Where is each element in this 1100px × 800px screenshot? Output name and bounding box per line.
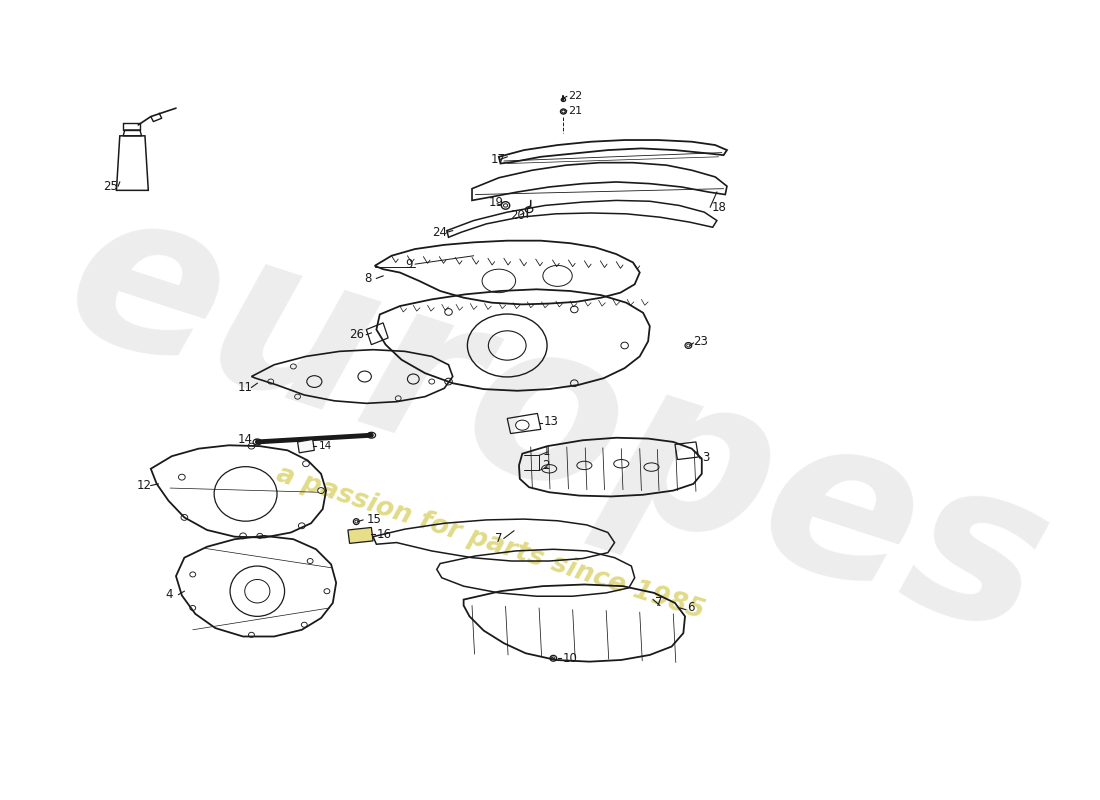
- Text: 22: 22: [569, 91, 583, 102]
- Text: 17: 17: [491, 153, 506, 166]
- Text: 8: 8: [365, 272, 372, 285]
- Polygon shape: [348, 527, 373, 543]
- Text: 1: 1: [542, 446, 550, 458]
- Text: 3: 3: [702, 450, 710, 463]
- Text: 6: 6: [688, 602, 695, 614]
- Text: 16: 16: [376, 528, 392, 541]
- Text: europes: europes: [43, 167, 1072, 683]
- Text: 4: 4: [165, 588, 173, 601]
- Text: 19: 19: [488, 197, 504, 210]
- Text: 7: 7: [495, 532, 503, 545]
- Text: 26: 26: [350, 328, 364, 341]
- Text: 18: 18: [712, 201, 727, 214]
- Text: 25: 25: [103, 180, 118, 193]
- Text: 21: 21: [569, 106, 583, 116]
- Text: a passion for parts since 1985: a passion for parts since 1985: [273, 461, 707, 624]
- Polygon shape: [298, 439, 315, 453]
- Text: 12: 12: [136, 479, 152, 492]
- Text: 2: 2: [542, 459, 550, 472]
- Text: 14: 14: [238, 433, 252, 446]
- Text: 9: 9: [405, 258, 412, 270]
- Text: 13: 13: [544, 415, 559, 428]
- Text: 15: 15: [366, 513, 382, 526]
- Text: 20: 20: [510, 209, 526, 222]
- Text: 24: 24: [432, 226, 447, 238]
- Text: 11: 11: [238, 381, 252, 394]
- Text: 10: 10: [562, 652, 578, 665]
- Text: 7: 7: [654, 597, 662, 610]
- Text: 14: 14: [319, 441, 332, 451]
- Text: 23: 23: [693, 334, 708, 348]
